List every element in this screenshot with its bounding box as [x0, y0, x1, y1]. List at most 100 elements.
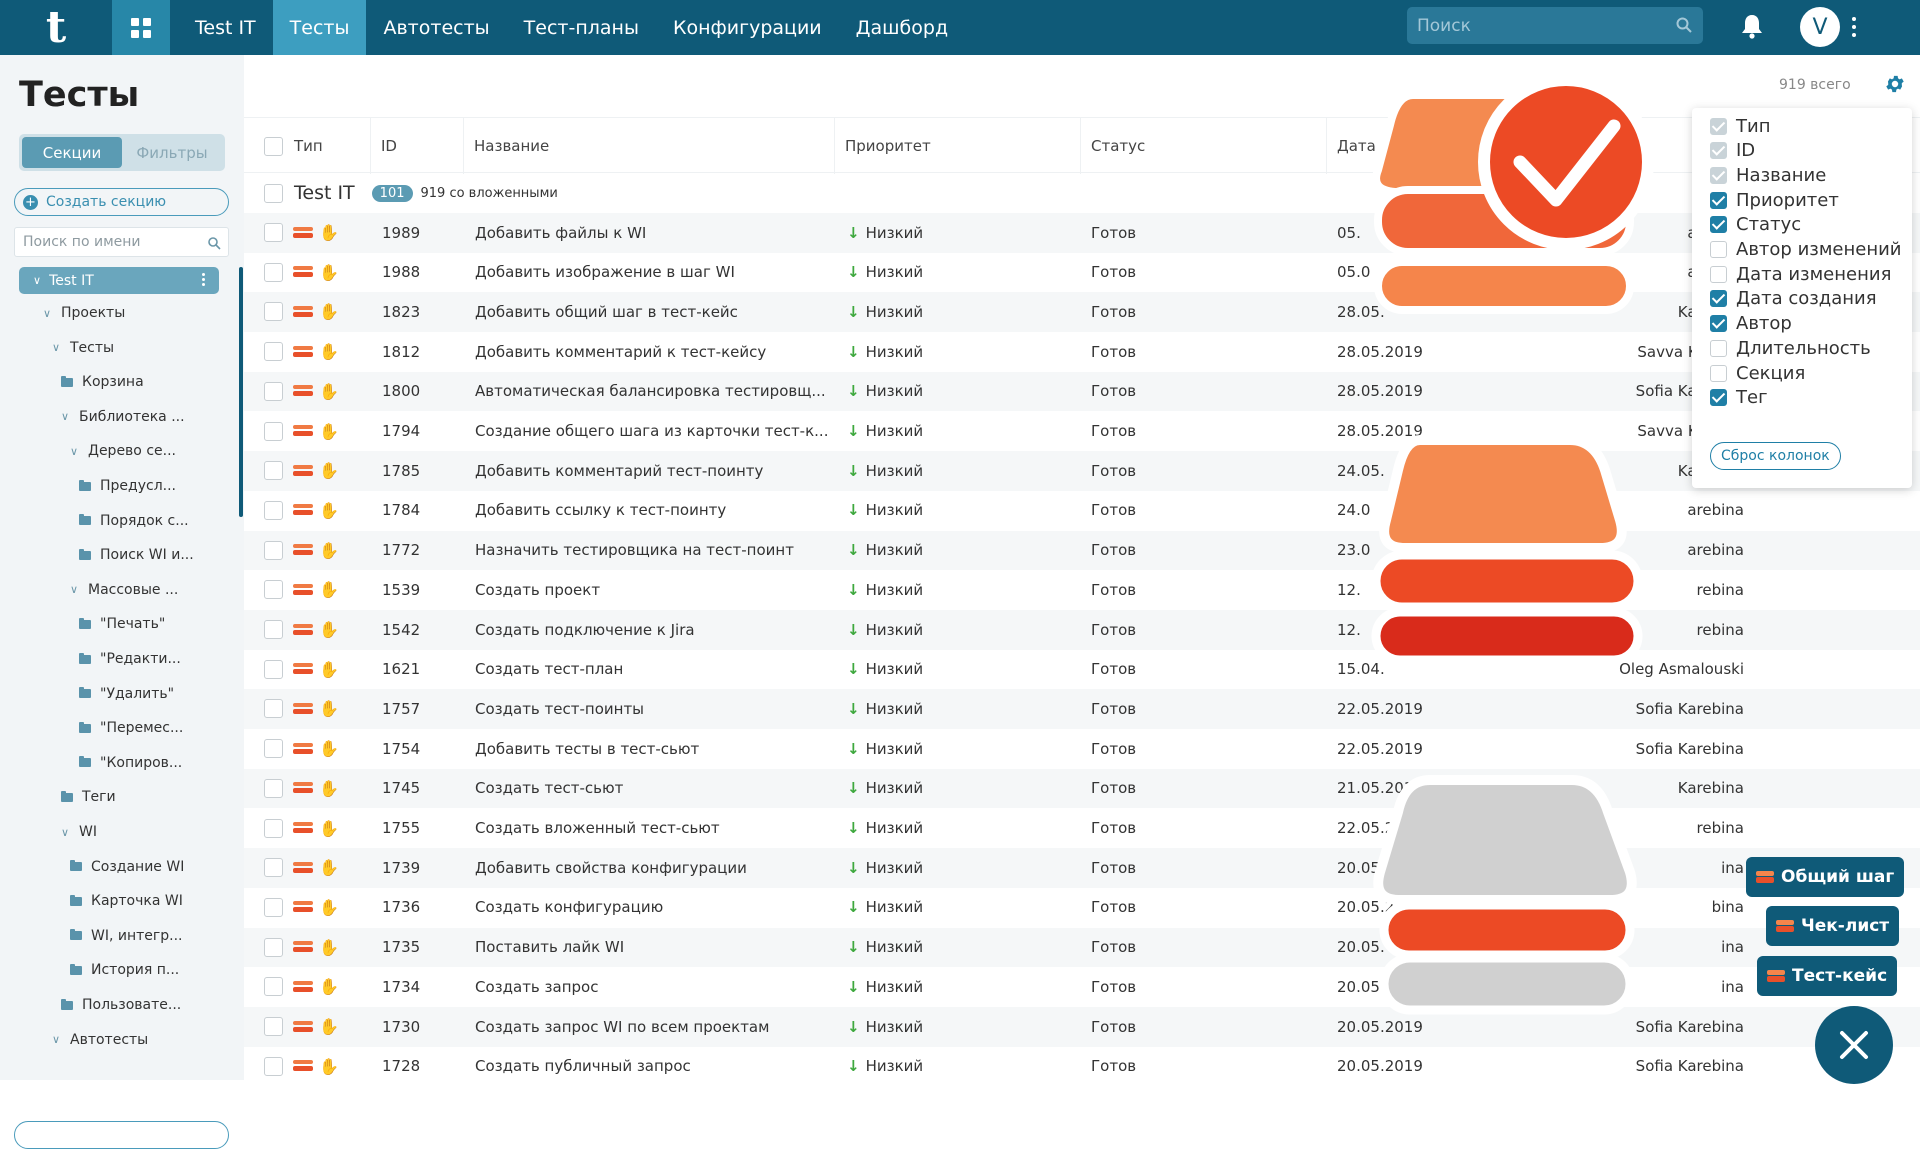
row-checkbox[interactable]	[264, 858, 283, 878]
tree-item[interactable]: "Редакти...	[79, 646, 181, 672]
row-checkbox[interactable]	[264, 540, 283, 560]
table-row[interactable]: ✋ 1800 Автоматическая балансировка тестиро…	[244, 371, 1920, 412]
column-checkbox[interactable]	[1710, 117, 1727, 135]
create-section-button[interactable]: + Создать секцию	[14, 188, 229, 216]
row-checkbox[interactable]	[264, 1017, 283, 1036]
tree-item[interactable]: ∨ Автотесты	[52, 1027, 148, 1053]
table-row[interactable]: ✋ 1784 Добавить ссылку к тест-поинту ↓ Низки…	[244, 491, 1920, 531]
row-name[interactable]: Создать запрос WI по всем проектам	[475, 1017, 770, 1036]
nav-test-plans[interactable]: Тест-планы	[523, 16, 639, 39]
row-name[interactable]: Назначить тестировщика на тест-поинт	[475, 541, 794, 560]
table-row[interactable]: ✋ 1736 Создать конфигурацию ↓ Низкий Готов 20.…	[244, 888, 1920, 928]
row-name[interactable]: Создать запрос	[475, 977, 599, 996]
row-checkbox[interactable]	[264, 461, 283, 481]
search-icon[interactable]	[1675, 16, 1693, 34]
tree-item[interactable]: ∨ Библиотека ...	[61, 404, 185, 430]
table-row[interactable]: ✋ 1812 Добавить комментарий к тест-кейсу ↓ Н…	[244, 332, 1920, 372]
tree-item[interactable]: "Перемес...	[79, 715, 183, 741]
nav-tests[interactable]: Тесты	[272, 0, 367, 55]
row-checkbox[interactable]	[264, 659, 283, 679]
column-checkbox[interactable]	[1710, 364, 1727, 382]
column-checkbox[interactable]	[1710, 191, 1727, 209]
column-option[interactable]: Дата создания	[1710, 287, 1877, 311]
column-checkbox[interactable]	[1710, 216, 1727, 234]
tree-item[interactable]: ∨ Дерево се...	[70, 438, 176, 464]
tree-item[interactable]: История п...	[70, 957, 179, 983]
apps-button[interactable]	[112, 0, 170, 55]
row-name[interactable]: Создать тест-сьют	[475, 779, 624, 798]
table-row[interactable]: ✋ 1754 Добавить тесты в тест-сьют ↓ Низкий Го…	[244, 729, 1920, 769]
column-option[interactable]: Дата изменения	[1710, 262, 1891, 286]
avatar[interactable]: V	[1800, 7, 1840, 47]
nav-dashboard[interactable]: Дашборд	[855, 16, 949, 39]
row-checkbox[interactable]	[264, 977, 283, 997]
tree-item[interactable]: Карточка WI	[70, 888, 183, 914]
column-checkbox[interactable]	[1710, 315, 1727, 333]
table-row[interactable]: ✋ 1728 Создать публичный запрос ↓ Низкий Гото…	[244, 1047, 1920, 1087]
row-checkbox[interactable]	[264, 342, 283, 362]
chevron-down-icon[interactable]: ∨	[52, 1033, 61, 1047]
chevron-down-icon[interactable]: ∨	[52, 341, 61, 355]
tree-item[interactable]: Пользовате...	[61, 992, 181, 1018]
column-option[interactable]: Название	[1710, 163, 1826, 187]
column-option[interactable]: Длительность	[1710, 336, 1871, 360]
tree-item[interactable]: ∨ Массовые ...	[70, 577, 178, 603]
row-checkbox[interactable]	[264, 421, 283, 441]
logo[interactable]: t	[45, 1, 67, 53]
tree-item[interactable]: Теги	[61, 784, 116, 810]
column-option[interactable]: Секция	[1710, 361, 1805, 385]
row-name[interactable]: Добавить общий шаг в тест-кейс	[475, 302, 738, 321]
tree-item[interactable]: Предусл...	[79, 473, 176, 499]
table-row[interactable]: ✋ 1542 Создать подключение к Jira ↓ Низкий Го…	[244, 610, 1920, 650]
column-checkbox[interactable]	[1710, 166, 1727, 184]
row-checkbox[interactable]	[264, 1056, 283, 1076]
table-row[interactable]: ✋ 1757 Создать тест-поинты ↓ Низкий Готов 22.0…	[244, 689, 1920, 729]
row-checkbox[interactable]	[264, 262, 283, 282]
sidebar-bottom-button[interactable]	[14, 1121, 229, 1149]
global-search-input[interactable]	[1407, 7, 1703, 44]
table-row[interactable]: ✋ 1794 Создание общего шага из карточки те…	[244, 412, 1920, 452]
nav-test-it[interactable]: Test IT	[195, 16, 256, 39]
tree-item[interactable]: Поиск WI и...	[79, 542, 194, 568]
table-row[interactable]: ✋ 1988 Добавить изображение в шаг WI ↓ Низки…	[244, 253, 1920, 293]
row-checkbox[interactable]	[264, 818, 283, 838]
search-icon[interactable]	[207, 236, 221, 250]
sidebar-scrollbar[interactable]	[239, 267, 243, 517]
close-fab-button[interactable]	[1815, 1006, 1893, 1084]
column-option[interactable]: Статус	[1710, 213, 1801, 237]
row-name[interactable]: Создать вложенный тест-сьют	[475, 819, 720, 837]
column-id[interactable]: ID	[371, 118, 464, 174]
row-checkbox[interactable]	[264, 302, 283, 322]
nav-autotests[interactable]: Автотесты	[383, 16, 490, 39]
row-name[interactable]: Создание общего шага из карточки тест-к.…	[475, 422, 829, 440]
row-checkbox[interactable]	[264, 937, 283, 957]
table-row[interactable]: ✋ 1734 Создать запрос ↓ Низкий Готов 20.05. ina	[244, 967, 1920, 1007]
group-row[interactable]: Test IT 101 919 со вложенными	[244, 173, 1920, 213]
tab-sections[interactable]: Секции	[22, 137, 122, 168]
section-search-input[interactable]	[15, 228, 228, 256]
more-vertical-icon[interactable]	[202, 273, 205, 286]
row-name[interactable]: Добавить изображение в шаг WI	[475, 263, 735, 282]
tree-item[interactable]: Порядок с...	[79, 508, 189, 534]
row-name[interactable]: Создать проект	[475, 580, 601, 599]
column-status[interactable]: Статус	[1081, 118, 1327, 174]
column-checkbox[interactable]	[1710, 265, 1727, 283]
table-row[interactable]: ✋ 1745 Создать тест-сьют ↓ Низкий Готов 21.05.…	[244, 768, 1920, 809]
row-name[interactable]: Добавить ссылку к тест-поинту	[475, 501, 727, 520]
column-option[interactable]: Тег	[1710, 386, 1768, 410]
tree-item[interactable]: ∨ Проекты	[43, 300, 125, 326]
column-checkbox[interactable]	[1710, 290, 1727, 308]
column-checkbox[interactable]	[1710, 389, 1727, 407]
tree-root-item[interactable]: ∨ Test IT	[19, 267, 219, 294]
row-name[interactable]: Создать конфигурацию	[475, 898, 664, 917]
select-all-checkbox[interactable]	[264, 136, 283, 156]
table-row[interactable]: ✋ 1772 Назначить тестировщика на тест-поин…	[244, 530, 1920, 571]
tree-item[interactable]: Создание WI	[70, 854, 184, 880]
table-row[interactable]: ✋ 1539 Создать проект ↓ Низкий Готов 12. rebina	[244, 570, 1920, 610]
row-checkbox[interactable]	[264, 897, 283, 917]
column-option[interactable]: Автор	[1710, 312, 1792, 336]
column-option[interactable]: ID	[1710, 139, 1755, 163]
row-name[interactable]: Добавить комментарий тест-поинту	[475, 461, 764, 480]
chevron-down-icon[interactable]: ∨	[33, 274, 42, 287]
